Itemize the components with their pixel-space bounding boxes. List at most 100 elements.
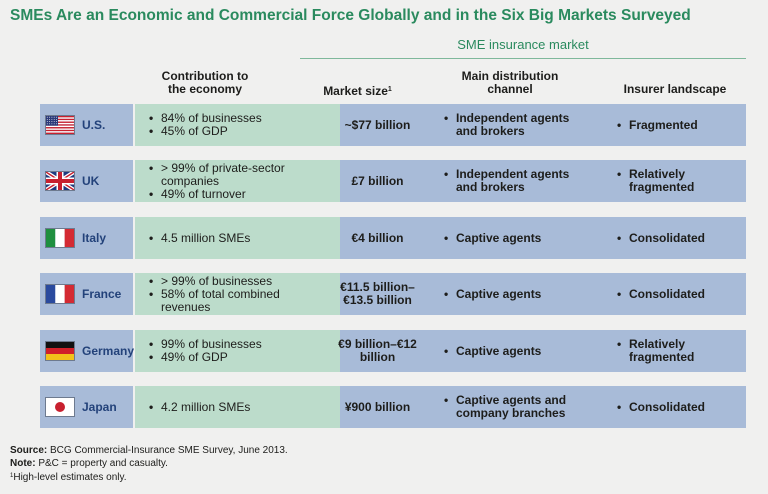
market-size-value: ¥900 billion [300,386,455,428]
distribution-text: Independent agents and brokers [456,111,570,138]
landscape-cell: • Fragmented [617,104,737,146]
table-row: U.S. 84% of businesses45% of GDP ~$77 bi… [40,104,746,146]
column-header-market-size-label: Market size [323,84,388,98]
market-cell-bg [300,386,746,428]
economy-list: 4.5 million SMEs [149,217,250,259]
landscape-cell: • Relatively fragmented [617,330,737,372]
market-size-text: ¥900 billion [344,399,411,414]
note-text: P&C = property and casualty. [38,457,168,469]
economy-list: 4.2 million SMEs [149,386,250,428]
economy-cell: 4.2 million SMEs [135,386,340,428]
distribution-cell: • Independent agents and brokers [444,104,604,146]
footer: Source: BCG Commercial-Insurance SME Sur… [10,445,288,485]
country-cell: U.S. [40,104,133,146]
bullet-dot: • [617,230,622,245]
economy-item: > 99% of private-sector companies [149,161,291,188]
us-flag-icon [46,116,74,135]
economy-list: 99% of businesses49% of GDP [149,330,262,372]
bullet-dot: • [617,167,622,181]
country-name: UK [82,174,100,188]
economy-item: 4.5 million SMEs [149,231,250,245]
landscape-cell: • Consolidated [617,217,737,259]
bullet-dot: • [444,286,449,301]
landscape-cell: • Consolidated [617,386,737,428]
japan-flag-icon [46,398,74,416]
bullet-dot: • [617,286,622,301]
group-header: SME insurance market [457,37,589,52]
distribution-cell: • Captive agents and company branches [444,386,604,428]
footnote-marker: 1 [387,86,392,93]
column-header-landscape-label: Insurer landscape [623,82,727,96]
market-size-text: €4 billion [351,230,404,245]
economy-cell: 99% of businesses49% of GDP [135,330,340,372]
bullet-dot: • [444,343,449,358]
landscape-text: Consolidated [629,399,706,414]
column-header-landscape: Insurer landscape [605,83,745,96]
column-header-distribution-label: Main distribution channel [461,69,559,96]
table-row: Japan 4.2 million SMEs ¥900 billion • Ca… [40,386,746,428]
economy-cell: 4.5 million SMEs [135,217,340,259]
column-header-market-size: Market size1 [300,83,415,98]
market-cell-bg [300,104,746,146]
country-cell: Italy [40,217,133,259]
uk-flag-icon [44,170,76,192]
table-row: France > 99% of businesses58% of total c… [40,273,746,315]
row-arrow [285,330,301,372]
landscape-text: Consolidated [629,286,706,301]
note-label: Note: [10,457,36,469]
landscape-cell: • Consolidated [617,273,737,315]
row-arrow [285,160,301,202]
economy-item: 99% of businesses [149,338,262,352]
country-name: Japan [82,400,117,414]
footnote-line: 1High-level estimates only. [10,470,288,485]
economy-list: > 99% of private-sector companies49% of … [149,160,291,202]
economy-item: 84% of businesses [149,112,262,126]
country-name: Germany [82,344,135,358]
market-cell-bg [300,217,746,259]
source-text: BCG Commercial-Insurance SME Survey, Jun… [50,445,288,456]
distribution-text: Captive agents and company branches [456,393,567,420]
row-arrow [285,217,301,259]
bullet-dot: • [444,111,449,125]
economy-list: > 99% of businesses58% of total combined… [149,273,291,315]
table-row: Germany 99% of businesses49% of GDP €9 b… [40,330,746,372]
economy-item: 4.2 million SMEs [149,400,250,414]
row-arrow [285,273,301,315]
row-arrow [285,104,301,146]
distribution-text: Captive agents [456,286,542,301]
country-name: Italy [82,231,107,245]
distribution-cell: • Captive agents [444,330,604,372]
market-size-value: €9 billion–€12 billion [300,330,455,372]
country-name: France [82,287,122,301]
market-cell-bg [300,330,746,372]
country-cell: Japan [40,386,133,428]
distribution-cell: • Independent agents and brokers [444,160,604,202]
bullet-dot: • [444,167,449,181]
economy-cell: > 99% of businesses58% of total combined… [135,273,340,315]
landscape-text: Relatively fragmented [629,337,695,364]
market-cell-bg [300,160,746,202]
country-name: U.S. [82,118,106,132]
country-cell: UK [40,160,133,202]
note-line: Note: P&C = property and casualty. [10,458,288,471]
landscape-text: Fragmented [629,117,698,132]
country-cell: Germany [40,330,135,372]
footnote-marker: 1 [10,473,14,479]
source-label: Source: [10,445,48,456]
france-flag-icon [46,285,74,303]
page-title: SMEs Are an Economic and Commercial Forc… [10,7,691,24]
group-header-rule [300,58,746,59]
landscape-text: Relatively fragmented [629,167,695,194]
footnote-text: High-level estimates only. [13,472,127,483]
table-row: UK > 99% of private-sector companies49% … [40,160,746,202]
market-cell-bg [300,273,746,315]
country-cell: France [40,273,133,315]
economy-item: 45% of GDP [149,125,262,139]
distribution-cell: • Captive agents [444,273,604,315]
market-size-value: €4 billion [300,217,455,259]
market-size-value: £7 billion [300,160,455,202]
bullet-dot: • [444,230,449,245]
distribution-text: Independent agents and brokers [456,167,570,194]
economy-cell: 84% of businesses45% of GDP [135,104,340,146]
distribution-text: Captive agents [456,230,542,245]
